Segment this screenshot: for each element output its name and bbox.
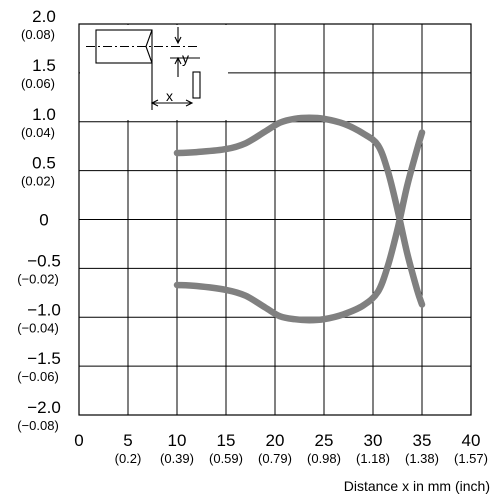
x-axis-label: Distance x in mm (inch) bbox=[344, 478, 490, 494]
y-tick-sublabel: (0.06) bbox=[21, 76, 55, 91]
inset-background bbox=[80, 25, 228, 120]
x-tick-label: 15 bbox=[217, 431, 236, 450]
x-tick-sublabel: (1.18) bbox=[356, 451, 390, 466]
x-tick-label: 5 bbox=[123, 431, 132, 450]
x-tick-label: 10 bbox=[168, 431, 187, 450]
y-tick-sublabel: (−0.02) bbox=[17, 271, 59, 286]
sensor-tip bbox=[145, 29, 153, 64]
y-tick-label: 0.5 bbox=[32, 154, 56, 173]
sensor-body bbox=[95, 29, 153, 64]
x-tick-label: 30 bbox=[364, 431, 383, 450]
y-tick-label: −1.5 bbox=[27, 349, 61, 368]
y-axis-ticks: 2.0(0.08) 1.5(0.06) 1.0(0.04) 0.5(0.02) 0 −0.… bbox=[17, 7, 61, 433]
y-tick-label: 2.0 bbox=[32, 7, 56, 26]
x-tick-sublabel: (0.39) bbox=[160, 451, 194, 466]
target-object bbox=[192, 71, 201, 99]
x-tick-sublabel: (1.57) bbox=[454, 451, 488, 466]
x-tick-label: 25 bbox=[315, 431, 334, 450]
curves bbox=[173, 114, 426, 324]
x-tick-sublabel: (0.59) bbox=[209, 451, 243, 466]
x-tick-label: 20 bbox=[266, 431, 285, 450]
y-tick-label: 1.0 bbox=[32, 105, 56, 124]
y-tick-label: 1.5 bbox=[32, 56, 56, 75]
sensor-diagram-inset: y x bbox=[80, 25, 228, 120]
y-tick-sublabel: (0.02) bbox=[21, 174, 55, 189]
x-tick-label: 40 bbox=[462, 431, 481, 450]
y-tick-sublabel: (−0.08) bbox=[17, 418, 59, 433]
x-tick-label: 0 bbox=[74, 431, 83, 450]
lower-curve bbox=[173, 129, 426, 324]
x-axis-ticks: 0 5(0.2) 10(0.39) 15(0.59) 20(0.79) 25(0.98) 3… bbox=[74, 431, 488, 466]
x-arrowhead-left bbox=[150, 99, 159, 107]
x-tick-sublabel: (0.98) bbox=[307, 451, 341, 466]
y-arrowhead-top bbox=[174, 36, 182, 45]
plot-frame bbox=[78, 23, 472, 416]
x-tick-sublabel: (0.79) bbox=[258, 451, 292, 466]
y-tick-label: 0 bbox=[39, 211, 48, 230]
y-tick-sublabel: (0.08) bbox=[21, 27, 55, 42]
y-tick-label: −0.5 bbox=[27, 251, 61, 270]
y-tick-label: −1.0 bbox=[27, 300, 61, 319]
y-tick-sublabel: (0.04) bbox=[21, 125, 55, 140]
inset-label-x: x bbox=[166, 88, 173, 104]
y-tick-sublabel: (−0.04) bbox=[17, 320, 59, 335]
x-tick-label: 35 bbox=[413, 431, 432, 450]
x-tick-sublabel: (0.2) bbox=[115, 451, 142, 466]
y-tick-label: −2.0 bbox=[27, 398, 61, 417]
inset-label-y: y bbox=[182, 50, 189, 66]
y-tick-sublabel: (−0.06) bbox=[17, 369, 59, 384]
x-tick-sublabel: (1.38) bbox=[405, 451, 439, 466]
x-arrowhead-right bbox=[185, 99, 194, 107]
